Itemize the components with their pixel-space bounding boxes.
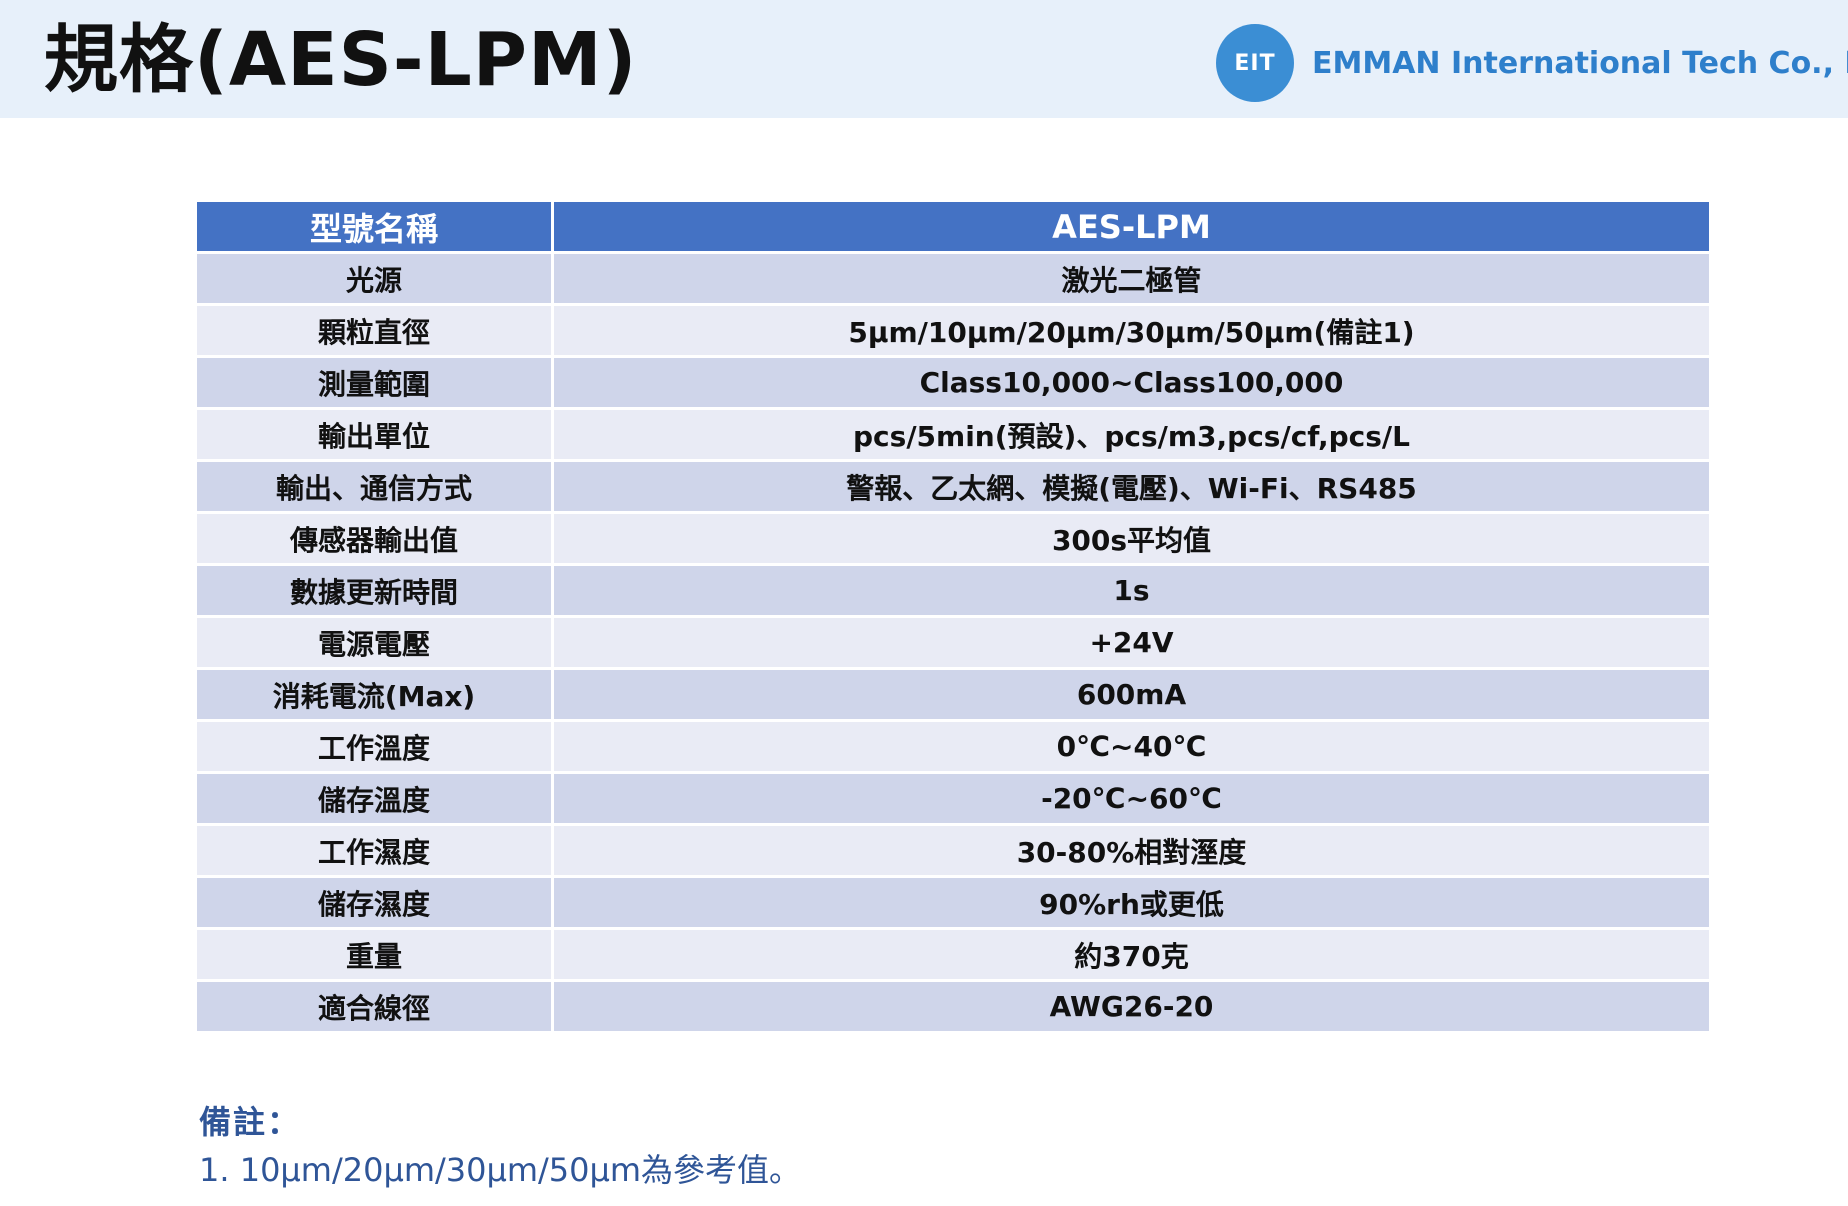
page-title: 規格(AES-LPM) (44, 17, 638, 103)
table-row: 光源 激光二極管 (194, 251, 1712, 306)
logo-text: EIT (1234, 50, 1276, 76)
notes-title: 備註： (199, 1103, 302, 1141)
row-label: 電源電壓 (194, 615, 554, 670)
row-value: 警報、乙太網、模擬(電壓)、Wi-Fi、RS485 (551, 459, 1712, 514)
row-label: 測量範圍 (194, 355, 554, 410)
row-value: 1s (551, 563, 1712, 618)
row-label: 儲存溫度 (194, 771, 554, 826)
column-header-model-value: AES-LPM (551, 199, 1712, 254)
row-label: 儲存濕度 (194, 875, 554, 930)
row-label: 顆粒直徑 (194, 303, 554, 358)
table-row: 工作溫度 0℃~40℃ (194, 719, 1712, 774)
column-header-model-name: 型號名稱 (194, 199, 554, 254)
row-value: 30-80%相對溼度 (551, 823, 1712, 878)
row-value: 0℃~40℃ (551, 719, 1712, 774)
table-row: 工作濕度 30-80%相對溼度 (194, 823, 1712, 878)
row-value: -20℃~60℃ (551, 771, 1712, 826)
row-label: 輸出單位 (194, 407, 554, 462)
row-value: 90%rh或更低 (551, 875, 1712, 930)
table-row: 測量範圍 Class10,000~Class100,000 (194, 355, 1712, 410)
spec-table: 型號名稱 AES-LPM 光源 激光二極管 顆粒直徑 5μm/10μm/20μm… (194, 199, 1712, 1034)
row-value: +24V (551, 615, 1712, 670)
table-row: 電源電壓 +24V (194, 615, 1712, 670)
header-bar: 規格(AES-LPM) EIT EMMAN International Tech… (0, 0, 1848, 118)
row-label: 適合線徑 (194, 979, 554, 1034)
row-value: pcs/5min(預設)、pcs/m3,pcs/cf,pcs/L (551, 407, 1712, 462)
row-label: 重量 (194, 927, 554, 982)
row-label: 工作溫度 (194, 719, 554, 774)
table-row: 適合線徑 AWG26-20 (194, 979, 1712, 1034)
note-item: 1. 10μm/20μm/30μm/50μm為參考值。 (199, 1151, 802, 1189)
row-label: 工作濕度 (194, 823, 554, 878)
row-value: Class10,000~Class100,000 (551, 355, 1712, 410)
company-name: EMMAN International Tech Co., Ltd. (1312, 46, 1848, 81)
table-header-row: 型號名稱 AES-LPM (194, 199, 1712, 254)
notes-section: 備註： 1. 10μm/20μm/30μm/50μm為參考值。 (199, 1098, 801, 1194)
row-label: 光源 (194, 251, 554, 306)
table-row: 儲存溫度 -20℃~60℃ (194, 771, 1712, 826)
row-label: 消耗電流(Max) (194, 667, 554, 722)
table-row: 傳感器輸出值 300s平均值 (194, 511, 1712, 566)
company-logo: EIT (1216, 24, 1294, 102)
row-label: 傳感器輸出值 (194, 511, 554, 566)
row-value: 600mA (551, 667, 1712, 722)
table-body: 光源 激光二極管 顆粒直徑 5μm/10μm/20μm/30μm/50μm(備註… (194, 251, 1712, 1034)
table-row: 數據更新時間 1s (194, 563, 1712, 618)
table-row: 重量 約370克 (194, 927, 1712, 982)
table-row: 顆粒直徑 5μm/10μm/20μm/30μm/50μm(備註1) (194, 303, 1712, 358)
row-label: 數據更新時間 (194, 563, 554, 618)
table-row: 消耗電流(Max) 600mA (194, 667, 1712, 722)
row-value: 5μm/10μm/20μm/30μm/50μm(備註1) (551, 303, 1712, 358)
row-value: 300s平均值 (551, 511, 1712, 566)
table-row: 儲存濕度 90%rh或更低 (194, 875, 1712, 930)
row-value: 激光二極管 (551, 251, 1712, 306)
row-value: 約370克 (551, 927, 1712, 982)
row-value: AWG26-20 (551, 979, 1712, 1034)
table-row: 輸出、通信方式 警報、乙太網、模擬(電壓)、Wi-Fi、RS485 (194, 459, 1712, 514)
table-row: 輸出單位 pcs/5min(預設)、pcs/m3,pcs/cf,pcs/L (194, 407, 1712, 462)
row-label: 輸出、通信方式 (194, 459, 554, 514)
